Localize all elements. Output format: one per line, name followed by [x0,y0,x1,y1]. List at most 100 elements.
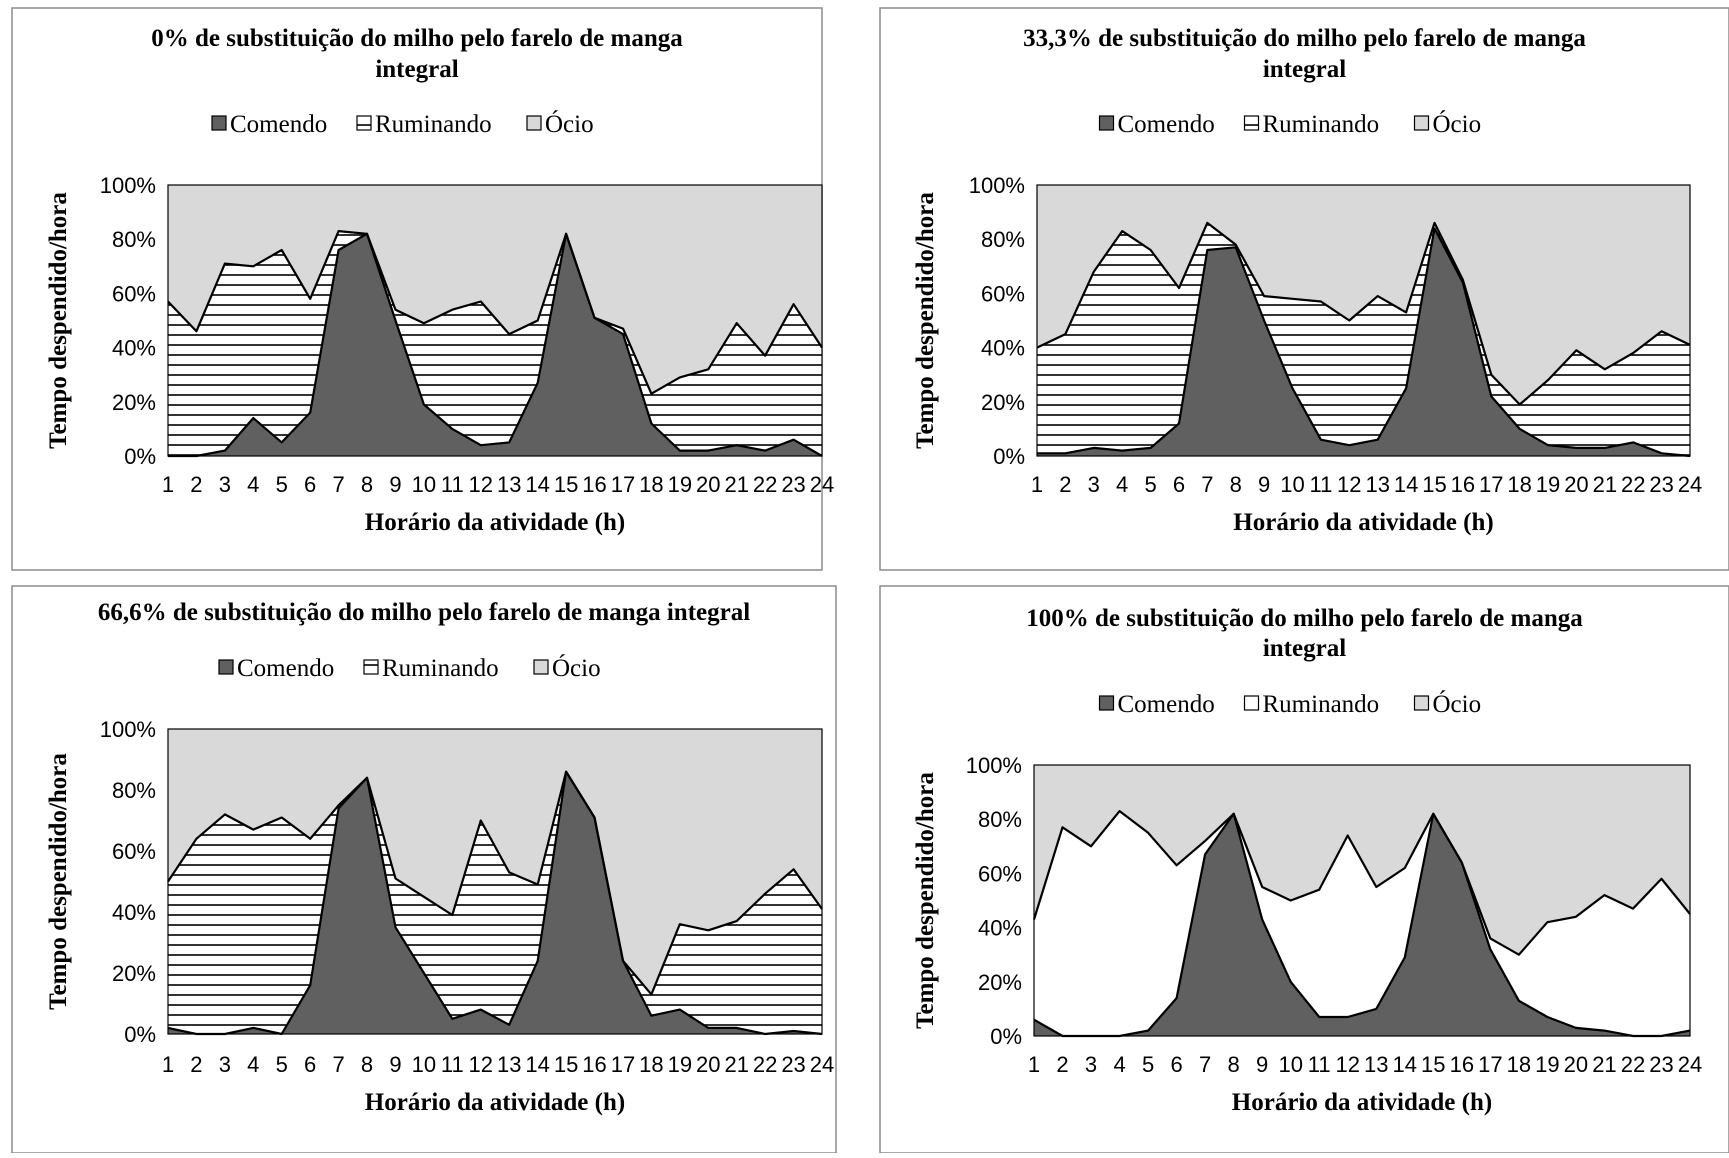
y-tick-label: 60% [112,281,156,306]
y-tick-label: 20% [112,961,156,986]
x-tick-label: 24 [1678,1052,1702,1077]
legend-item-cio: Ócio [1413,110,1482,138]
x-tick-label: 1 [162,472,174,497]
x-axis-title: Horário da atividade (h) [365,1089,625,1116]
y-tick-label: 80% [112,227,156,252]
x-tick-label: 3 [1088,472,1100,497]
x-tick-label: 3 [219,472,231,497]
x-tick-label: 22 [1621,1052,1645,1077]
x-tick-label: 6 [304,472,316,497]
x-tick-label: 22 [1621,472,1645,497]
x-tick-label: 6 [1173,472,1185,497]
y-tick-label: 40% [978,916,1022,941]
x-tick-label: 18 [1507,472,1531,497]
x-tick-label: 9 [389,1052,401,1077]
x-tick-label: 22 [753,472,777,497]
area-cio [168,729,822,995]
area-ruminando [1034,811,1690,1036]
x-tick-label: 24 [810,1052,834,1077]
x-tick-label: 15 [554,472,578,497]
x-tick-label: 21 [1593,472,1617,497]
y-axis-title: Tempo despendido/hora [912,192,939,449]
x-tick-label: 12 [469,1052,493,1077]
x-tick-label: 11 [1308,1052,1331,1077]
area-comendo [1034,813,1690,1036]
chart-title: 66,6% de substituição do milho pelo fare… [98,599,750,626]
x-tick-label: 9 [1258,472,1270,497]
x-tick-label: 19 [1535,1052,1559,1077]
legend-item-cio: Ócio [1413,690,1482,718]
x-tick-label: 15 [1422,472,1446,497]
x-tick-label: 18 [639,1052,663,1077]
y-tick-label: 80% [981,227,1025,252]
legend-label: Ócio [1433,690,1482,718]
x-tick-label: 6 [1170,1052,1182,1077]
y-tick-label: 60% [112,839,156,864]
y-tick-label: 100% [100,717,156,742]
y-tick-label: 80% [978,807,1022,832]
legend-label: Ruminando [382,655,499,682]
x-tick-label: 13 [497,472,521,497]
y-tick-label: 40% [112,900,156,925]
legend-swatch [1243,695,1260,711]
legend-label: Ócio [1433,110,1482,138]
x-tick-label: 7 [1199,1052,1211,1077]
x-tick-label: 16 [1451,472,1475,497]
x-tick-label: 11 [441,472,464,497]
x-tick-label: 8 [361,472,373,497]
legend-item-ruminando: Ruminando [356,111,492,138]
x-tick-label: 2 [1056,1052,1068,1077]
x-tick-label: 17 [611,1052,635,1077]
x-tick-label: 1 [1028,1052,1040,1077]
x-tick-label: 9 [389,472,401,497]
x-tick-label: 10 [1280,472,1304,497]
y-tick-label: 100% [969,173,1025,198]
x-tick-label: 16 [582,472,606,497]
x-tick-label: 21 [724,472,748,497]
x-tick-label: 3 [1085,1052,1097,1077]
x-tick-label: 2 [190,472,202,497]
area-cio [168,185,822,394]
y-tick-label: 60% [978,861,1022,886]
legend-label: Ócio [552,654,601,682]
x-tick-label: 12 [1335,1052,1359,1077]
legend-item-ruminando: Ruminando [363,655,499,682]
chart-title: 100% de substituição do milho pelo farel… [1026,605,1583,632]
legend-swatch [526,115,542,131]
x-tick-label: 20 [696,1052,720,1077]
x-tick-label: 24 [1678,472,1702,497]
x-tick-label: 21 [1592,1052,1616,1077]
y-axis-title: Tempo despendido/hora [45,192,72,449]
x-tick-label: 14 [1393,1052,1417,1077]
x-tick-label: 14 [525,472,549,497]
legend-item-cio: Ócio [526,110,594,138]
x-axis-title: Horário da atividade (h) [1232,1089,1492,1116]
legend-item-comendo: Comendo [218,655,334,682]
x-tick-label: 23 [1649,472,1673,497]
x-tick-label: 4 [1113,1052,1125,1077]
x-tick-label: 17 [1479,472,1503,497]
x-tick-label: 20 [1564,1052,1588,1077]
area-comendo [168,771,822,1034]
x-tick-label: 17 [1478,1052,1502,1077]
series-line-comendo [1033,812,1691,1038]
chart-title: integral [1263,56,1346,83]
x-tick-label: 10 [412,1052,436,1077]
x-tick-label: 8 [1228,1052,1240,1077]
y-tick-label: 0% [124,1022,156,1047]
series-line-ruminando [167,230,823,395]
y-tick-label: 20% [112,390,156,415]
chart-title: 33,3% de substituição do milho pelo fare… [1023,25,1586,52]
legend-item-comendo: Comendo [211,111,327,138]
x-tick-label: 7 [1201,472,1213,497]
x-tick-label: 19 [668,1052,692,1077]
legend-label: Comendo [1118,111,1215,138]
y-tick-label: 0% [993,444,1025,469]
x-tick-label: 13 [1365,472,1389,497]
legend-swatch [356,115,372,131]
area-comendo [168,233,822,456]
chart-title: 0% de substituição do milho pelo farelo … [151,25,683,52]
x-tick-label: 4 [1116,472,1128,497]
y-tick-label: 40% [981,336,1025,361]
